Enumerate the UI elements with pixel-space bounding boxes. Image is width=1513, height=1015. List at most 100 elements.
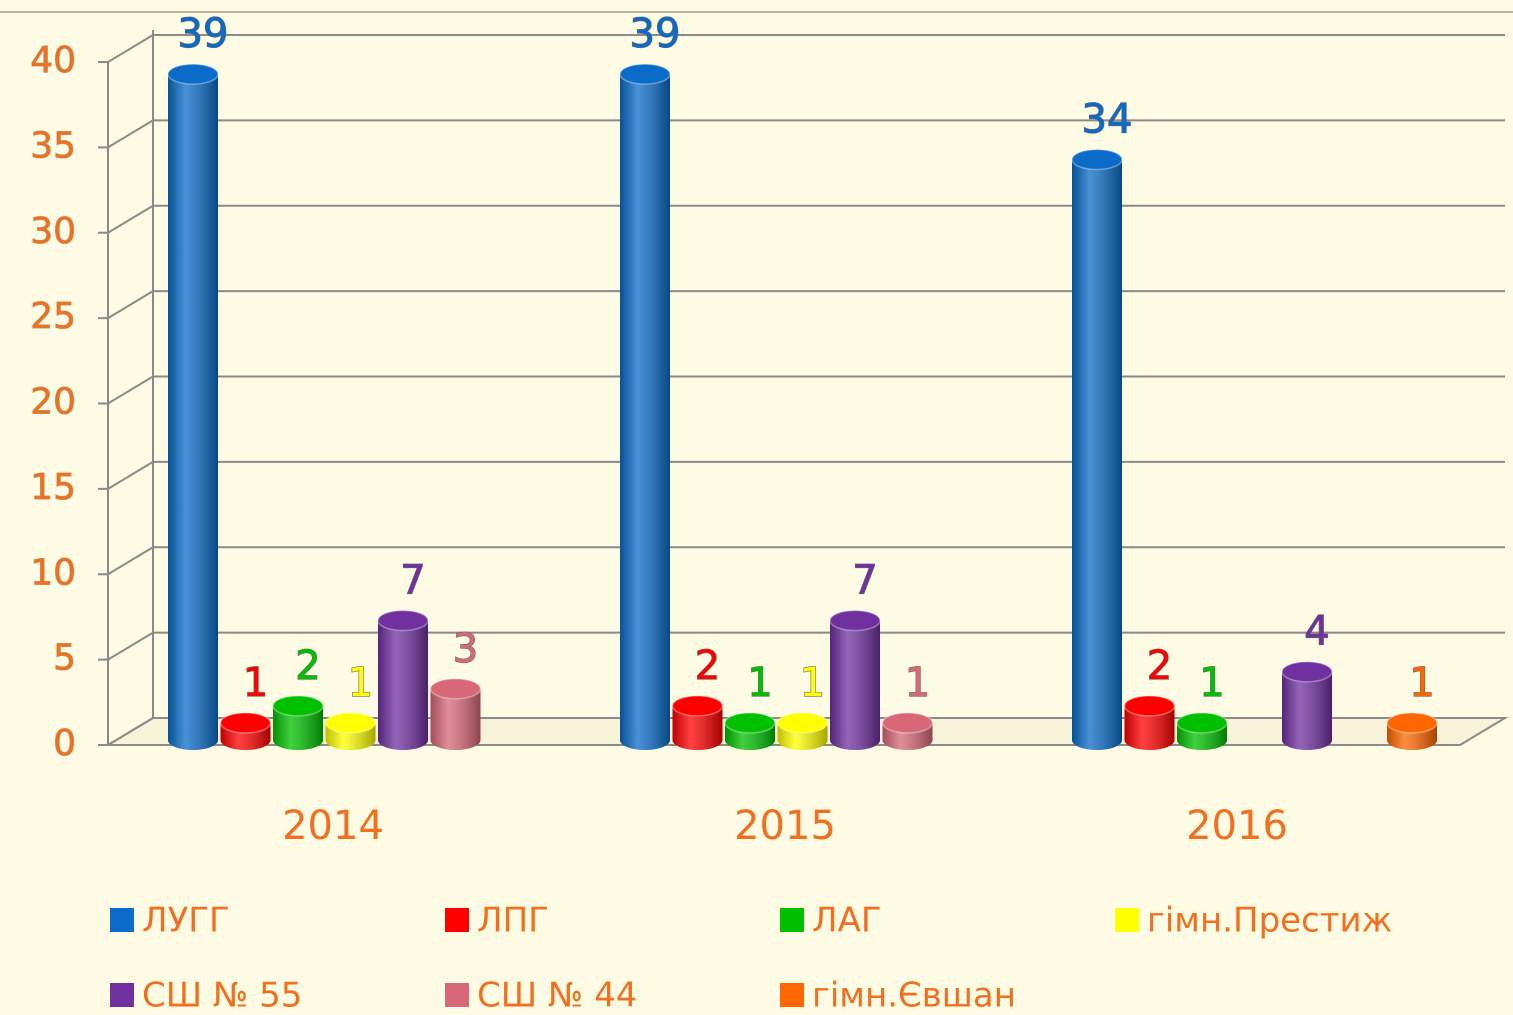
- legend-swatch: [445, 983, 469, 1007]
- bar-bottom-shade: [1124, 730, 1175, 750]
- legend-swatch: [110, 983, 134, 1007]
- y-tick-label: 0: [53, 723, 76, 764]
- y-tick-label: 15: [30, 467, 76, 508]
- data-label: 1: [243, 660, 268, 706]
- y-tick-label: 35: [30, 125, 76, 166]
- bar: [1281, 660, 1333, 750]
- bar-top: [671, 695, 724, 717]
- grid-line-side: [107, 546, 154, 576]
- y-tick-label: 25: [30, 296, 76, 337]
- legend-label: СШ № 55: [142, 976, 302, 1015]
- data-label: 1: [348, 660, 373, 706]
- data-label: 1: [747, 660, 772, 706]
- legend-label: ЛАГ: [812, 901, 882, 941]
- bar: [219, 712, 272, 750]
- legend-swatch: [110, 908, 134, 932]
- legend-swatch: [780, 908, 804, 932]
- bar-bottom-shade: [672, 730, 723, 750]
- bar-top: [324, 712, 377, 734]
- bar-shade: [1282, 671, 1332, 740]
- bar-bottom-shade: [620, 730, 670, 750]
- bar-bottom-shade: [325, 730, 376, 750]
- bar-bottom-shade: [1387, 730, 1437, 750]
- legend-label: ЛУГГ: [142, 901, 230, 941]
- data-label: 2: [295, 643, 320, 689]
- y-tick-label: 30: [30, 211, 76, 252]
- bar-top: [219, 712, 272, 734]
- data-label: 4: [1304, 609, 1329, 655]
- bar-bottom-shade: [830, 730, 880, 750]
- bar: [272, 695, 324, 750]
- bar-shade: [1072, 159, 1122, 740]
- legend-label: гімн.Євшан: [812, 976, 1016, 1015]
- data-label: 39: [178, 11, 229, 57]
- x-tick-label: 2015: [734, 803, 836, 849]
- data-label: 1: [1199, 660, 1224, 706]
- bar-top: [829, 609, 881, 632]
- bar-top: [776, 712, 829, 734]
- bar-bottom-shade: [882, 730, 933, 750]
- grid-line-side: [107, 204, 154, 234]
- bar: [829, 609, 881, 750]
- legend-swatch: [1115, 908, 1139, 932]
- bar-top: [1386, 712, 1438, 734]
- bar-bottom-shade: [378, 730, 428, 750]
- data-label: 2: [1147, 643, 1172, 689]
- bar-bottom-shade: [1177, 730, 1227, 750]
- bar: [324, 712, 377, 750]
- bar: [671, 695, 724, 750]
- bar-top: [881, 712, 934, 734]
- bar-bottom-shade: [1072, 730, 1122, 750]
- bar: [1071, 148, 1123, 750]
- bar: [429, 678, 482, 750]
- bar-bottom-shade: [430, 730, 481, 750]
- grid-line-side: [107, 461, 154, 490]
- bar-top: [377, 609, 429, 632]
- legend-label: гімн.Престиж: [1147, 901, 1392, 941]
- bar-top: [724, 712, 776, 734]
- bar-top: [1176, 712, 1228, 734]
- grid-line-side: [107, 631, 154, 661]
- bar-top: [1071, 148, 1123, 171]
- data-label: 1: [905, 660, 930, 706]
- data-label: 2: [695, 643, 720, 689]
- data-label: 1: [1409, 660, 1434, 706]
- x-tick-label: 2014: [282, 803, 384, 849]
- bar-shade: [830, 620, 880, 740]
- bar-top: [619, 63, 671, 85]
- grid-line-side: [107, 290, 154, 319]
- bar-bottom-shade: [725, 730, 775, 750]
- bar: [1176, 712, 1228, 750]
- legend-swatch: [445, 908, 469, 932]
- grid-line-side: [107, 375, 154, 405]
- legend-swatch: [780, 983, 804, 1007]
- bar-bottom-shade: [777, 730, 828, 750]
- bar: [724, 712, 776, 750]
- bar-bottom-shade: [273, 730, 323, 750]
- bar: [377, 609, 429, 750]
- bar-shade: [168, 74, 218, 740]
- data-label: 34: [1082, 96, 1133, 142]
- data-label: 7: [400, 557, 425, 603]
- bar: [619, 63, 671, 750]
- grid-line-side: [107, 717, 154, 746]
- grid-line-side: [107, 34, 154, 63]
- bar: [167, 63, 219, 750]
- data-label: 3: [453, 626, 478, 672]
- y-tick-label: 5: [53, 638, 76, 679]
- bar-bottom-shade: [1282, 730, 1332, 750]
- bar: [1386, 712, 1438, 750]
- bar-top: [167, 63, 219, 85]
- bar-bottom-shade: [168, 730, 218, 750]
- data-label: 1: [800, 660, 825, 706]
- bar: [881, 712, 934, 750]
- legend-label: ЛПГ: [477, 901, 549, 941]
- y-tick-label: 40: [30, 40, 76, 81]
- bar-top: [1281, 660, 1333, 683]
- data-label: 39: [630, 11, 681, 57]
- bar-top: [1123, 695, 1176, 717]
- bar-top: [272, 695, 324, 717]
- bar: [1123, 695, 1176, 750]
